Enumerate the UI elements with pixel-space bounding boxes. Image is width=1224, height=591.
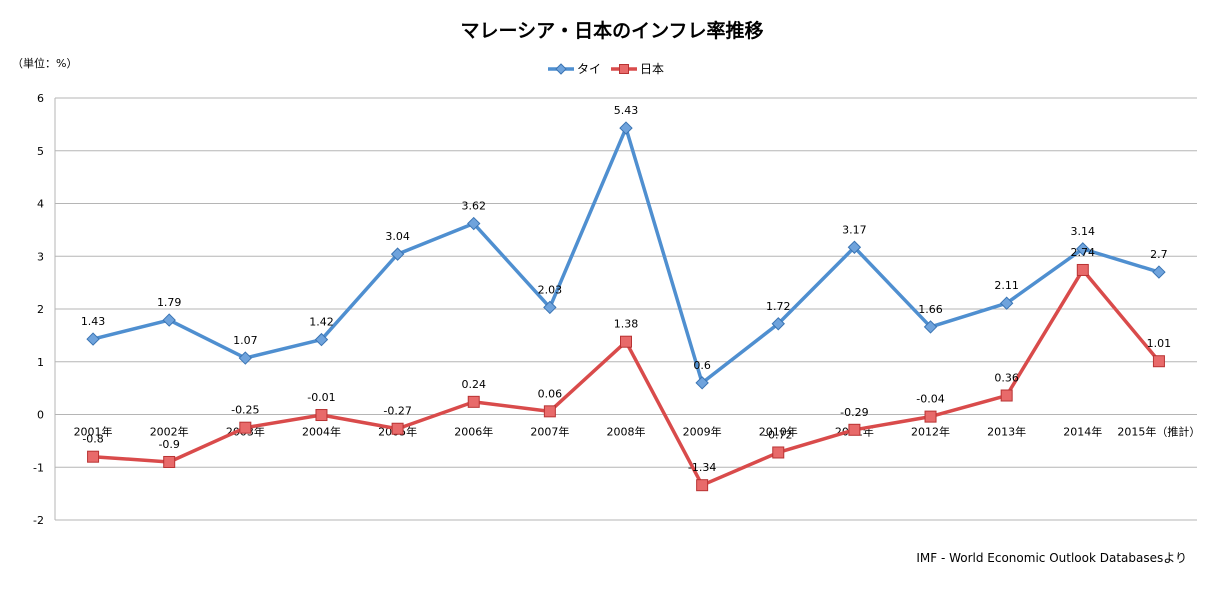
data-label: -0.04 <box>916 393 944 406</box>
y-tick-label: 6 <box>37 92 44 105</box>
data-label: -0.27 <box>383 405 411 418</box>
data-label: -0.9 <box>158 438 179 451</box>
legend-marker <box>619 64 629 74</box>
data-label: 1.66 <box>918 303 943 316</box>
data-point <box>999 296 1014 310</box>
data-label: 1.79 <box>157 296 182 309</box>
data-point <box>620 335 632 348</box>
data-point <box>1076 263 1089 276</box>
data-point <box>391 422 404 435</box>
y-tick-label: 0 <box>37 409 44 422</box>
data-point <box>772 446 785 459</box>
data-label: -0.01 <box>307 391 335 404</box>
y-tick-label: 3 <box>37 250 44 263</box>
data-point <box>696 479 709 492</box>
x-tick-label: 2004年 <box>302 425 341 439</box>
series-layer <box>86 121 1166 492</box>
data-point <box>847 240 862 254</box>
data-label: 3.17 <box>842 223 867 236</box>
x-tick-label: 2001年 <box>74 425 113 439</box>
data-label: 2.74 <box>1071 246 1096 259</box>
y-tick-label: 4 <box>37 198 44 211</box>
data-point <box>1076 242 1090 256</box>
data-label: 0.24 <box>461 378 486 391</box>
legend: タイ 日本 <box>548 62 664 76</box>
data-label: 0.6 <box>693 359 711 372</box>
data-label: 3.62 <box>461 200 486 213</box>
data-point <box>239 421 252 434</box>
data-label: 2.11 <box>994 279 1019 292</box>
data-point <box>924 410 937 423</box>
data-point <box>315 409 328 422</box>
x-tick-label: 2002年 <box>150 425 189 439</box>
legend-label: 日本 <box>640 62 664 76</box>
x-tick-label: 2007年 <box>530 425 569 439</box>
data-point <box>87 450 100 463</box>
legend-marker <box>555 63 567 75</box>
data-label: 1.42 <box>309 316 334 329</box>
data-point <box>163 455 176 468</box>
source-note: IMF - World Economic Outlook Databasesより <box>916 551 1187 565</box>
gridlines <box>55 97 1197 521</box>
x-tick-label: 2008年 <box>607 425 646 439</box>
data-label: 1.01 <box>1147 337 1172 350</box>
data-label: -0.8 <box>82 433 103 446</box>
data-point <box>467 216 481 231</box>
data-label: 3.14 <box>1071 225 1096 238</box>
data-label: 0.36 <box>994 372 1019 385</box>
data-label: 3.04 <box>385 230 410 243</box>
x-tick-label: 2012年 <box>911 425 950 439</box>
data-point <box>695 376 709 390</box>
data-point <box>543 405 556 418</box>
y-tick-label: -2 <box>33 514 44 527</box>
data-label: -0.25 <box>231 404 259 417</box>
data-label: 1.07 <box>233 334 258 347</box>
legend-label: タイ <box>577 62 601 76</box>
x-tick-label: 2015年（推計） <box>1117 425 1200 439</box>
unit-label: （単位：%） <box>12 56 77 70</box>
chart-title: マレーシア・日本のインフレ率推移 <box>460 19 763 42</box>
x-tick-label: 2013年 <box>987 425 1026 439</box>
y-tick-label: 1 <box>37 356 44 369</box>
data-label: 2.03 <box>538 283 563 296</box>
data-point <box>923 320 938 334</box>
data-point <box>1152 265 1166 279</box>
data-label: 1.43 <box>81 315 106 328</box>
data-point <box>848 423 861 436</box>
data-point <box>390 247 405 261</box>
y-tick-label: 5 <box>37 145 44 158</box>
data-point <box>771 317 785 331</box>
data-point <box>162 313 176 327</box>
x-tick-label: 2009年 <box>683 425 722 439</box>
data-point <box>238 351 253 365</box>
x-tick-label: 2010年 <box>759 425 798 439</box>
x-tick-label: 2014年 <box>1063 425 1102 439</box>
data-point <box>467 395 480 408</box>
data-label: 1.38 <box>614 318 639 331</box>
y-axis: 6 5 4 3 2 1 0 -1 -2 <box>33 92 56 527</box>
y-tick-label: 2 <box>37 303 44 316</box>
data-point <box>1000 389 1013 402</box>
data-point <box>314 332 329 347</box>
data-label: 1.72 <box>766 300 791 313</box>
data-point <box>543 300 557 315</box>
data-label: 5.43 <box>614 104 639 117</box>
data-label: 0.06 <box>538 387 563 400</box>
data-label: -0.72 <box>764 428 792 441</box>
x-tick-label: 2006年 <box>454 425 493 439</box>
data-labels: 1.43 1.79 1.07 1.42 3.04 3.62 2.03 5.43 0.6 1.72 3… <box>81 104 1171 474</box>
data-label: -0.29 <box>840 406 868 419</box>
data-point <box>86 332 100 346</box>
data-point <box>619 121 633 135</box>
y-tick-label: -1 <box>33 461 44 474</box>
data-label: 2.7 <box>1150 248 1168 261</box>
data-point <box>1152 355 1165 368</box>
data-label: -1.34 <box>688 461 716 474</box>
